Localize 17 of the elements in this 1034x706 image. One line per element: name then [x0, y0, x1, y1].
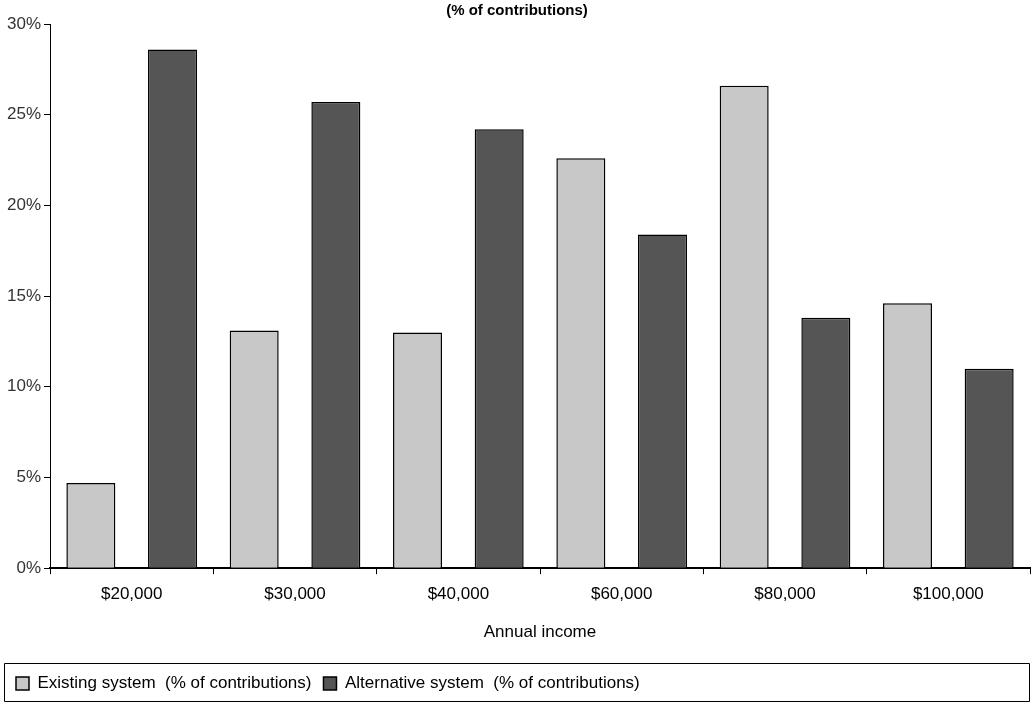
x-tick-label: $60,000 [590, 584, 653, 604]
x-tick-label: $40,000 [427, 584, 490, 604]
legend-label: Existing system (% of contributions) [37, 673, 312, 693]
x-axis-title: Annual income [483, 622, 597, 642]
x-tick-label: $100,000 [912, 584, 984, 604]
y-tick-label: 0% [16, 557, 42, 577]
legend-label: Alternative system (% of contributions) [344, 673, 640, 693]
y-tick-label: 30% [6, 13, 42, 33]
y-tick-label: 25% [6, 104, 42, 124]
x-tick-label: $30,000 [264, 584, 326, 604]
y-tick-label: 20% [6, 195, 42, 215]
chart-title: (% of contributions) [446, 1, 588, 19]
x-tick-label: $20,000 [100, 584, 163, 604]
y-tick-label: 5% [16, 467, 42, 487]
x-tick-label: $80,000 [754, 584, 816, 604]
y-tick-label: 10% [6, 376, 42, 396]
y-tick-label: 15% [6, 285, 42, 305]
